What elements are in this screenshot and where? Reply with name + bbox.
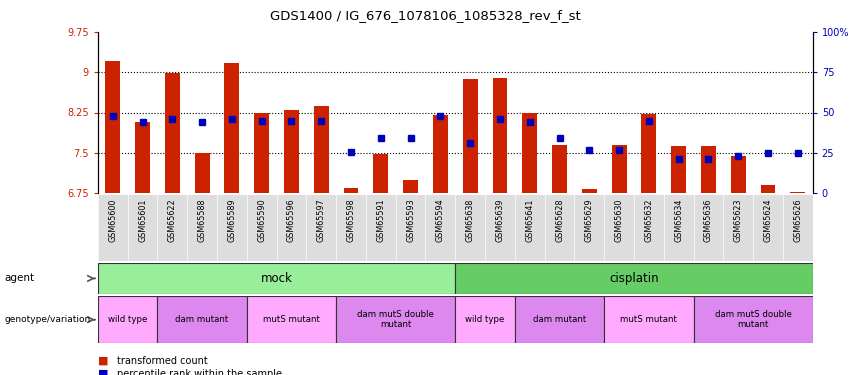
- Bar: [157, 296, 247, 343]
- Text: GSM65636: GSM65636: [704, 198, 713, 242]
- Text: dam mutS double
mutant: dam mutS double mutant: [357, 310, 434, 329]
- Bar: [403, 180, 418, 193]
- Text: cisplatin: cisplatin: [609, 272, 659, 285]
- Bar: [336, 296, 455, 343]
- Bar: [694, 296, 813, 343]
- Text: mutS mutant: mutS mutant: [620, 315, 677, 324]
- Text: GSM65624: GSM65624: [763, 198, 773, 242]
- Text: mock: mock: [260, 272, 293, 285]
- Text: GSM65622: GSM65622: [168, 198, 177, 242]
- Bar: [165, 73, 180, 193]
- Text: GSM65634: GSM65634: [674, 198, 683, 242]
- Bar: [515, 296, 604, 343]
- Bar: [344, 188, 358, 193]
- Text: mutS mutant: mutS mutant: [263, 315, 320, 324]
- Bar: [463, 79, 477, 193]
- Text: GSM65626: GSM65626: [793, 198, 802, 242]
- Bar: [701, 146, 716, 193]
- Text: dam mutS double
mutant: dam mutS double mutant: [715, 310, 791, 329]
- Bar: [642, 114, 656, 193]
- Text: GSM65590: GSM65590: [257, 198, 266, 242]
- Text: GSM65641: GSM65641: [525, 198, 534, 242]
- Text: ■: ■: [98, 369, 108, 375]
- Bar: [455, 296, 515, 343]
- Bar: [552, 145, 567, 193]
- Text: agent: agent: [4, 273, 34, 284]
- Text: GDS1400 / IG_676_1078106_1085328_rev_f_st: GDS1400 / IG_676_1078106_1085328_rev_f_s…: [270, 9, 581, 22]
- Bar: [98, 262, 455, 294]
- Text: GSM65638: GSM65638: [465, 198, 475, 242]
- Bar: [761, 185, 775, 193]
- Text: GSM65594: GSM65594: [436, 198, 445, 242]
- Text: GSM65588: GSM65588: [197, 198, 207, 242]
- Text: ■: ■: [98, 356, 108, 366]
- Bar: [455, 262, 813, 294]
- Text: GSM65601: GSM65601: [138, 198, 147, 242]
- Text: GSM65632: GSM65632: [644, 198, 654, 242]
- Text: genotype/variation: genotype/variation: [4, 315, 90, 324]
- Text: percentile rank within the sample: percentile rank within the sample: [117, 369, 282, 375]
- Text: GSM65589: GSM65589: [227, 198, 237, 242]
- Bar: [98, 296, 157, 343]
- Bar: [523, 112, 537, 193]
- Bar: [106, 62, 120, 193]
- Text: GSM65630: GSM65630: [614, 198, 624, 242]
- Bar: [195, 153, 209, 193]
- Bar: [135, 122, 150, 193]
- Bar: [582, 189, 597, 193]
- Bar: [671, 146, 686, 193]
- Bar: [493, 78, 507, 193]
- Bar: [374, 154, 388, 193]
- Bar: [433, 115, 448, 193]
- Text: GSM65629: GSM65629: [585, 198, 594, 242]
- Text: dam mutant: dam mutant: [175, 315, 229, 324]
- Text: transformed count: transformed count: [117, 356, 208, 366]
- Bar: [284, 110, 299, 193]
- Bar: [604, 296, 694, 343]
- Text: GSM65597: GSM65597: [317, 198, 326, 242]
- Text: GSM65628: GSM65628: [555, 198, 564, 242]
- Text: GSM65596: GSM65596: [287, 198, 296, 242]
- Bar: [612, 145, 626, 193]
- Text: GSM65593: GSM65593: [406, 198, 415, 242]
- Text: wild type: wild type: [108, 315, 147, 324]
- Text: GSM65591: GSM65591: [376, 198, 386, 242]
- Text: GSM65598: GSM65598: [346, 198, 356, 242]
- Bar: [314, 105, 328, 193]
- Text: dam mutant: dam mutant: [533, 315, 586, 324]
- Text: GSM65639: GSM65639: [495, 198, 505, 242]
- Bar: [791, 192, 805, 193]
- Bar: [225, 63, 239, 193]
- Text: GSM65600: GSM65600: [108, 198, 117, 242]
- Text: GSM65623: GSM65623: [734, 198, 743, 242]
- Bar: [254, 112, 269, 193]
- Bar: [731, 156, 745, 193]
- Bar: [247, 296, 336, 343]
- Text: wild type: wild type: [465, 315, 505, 324]
